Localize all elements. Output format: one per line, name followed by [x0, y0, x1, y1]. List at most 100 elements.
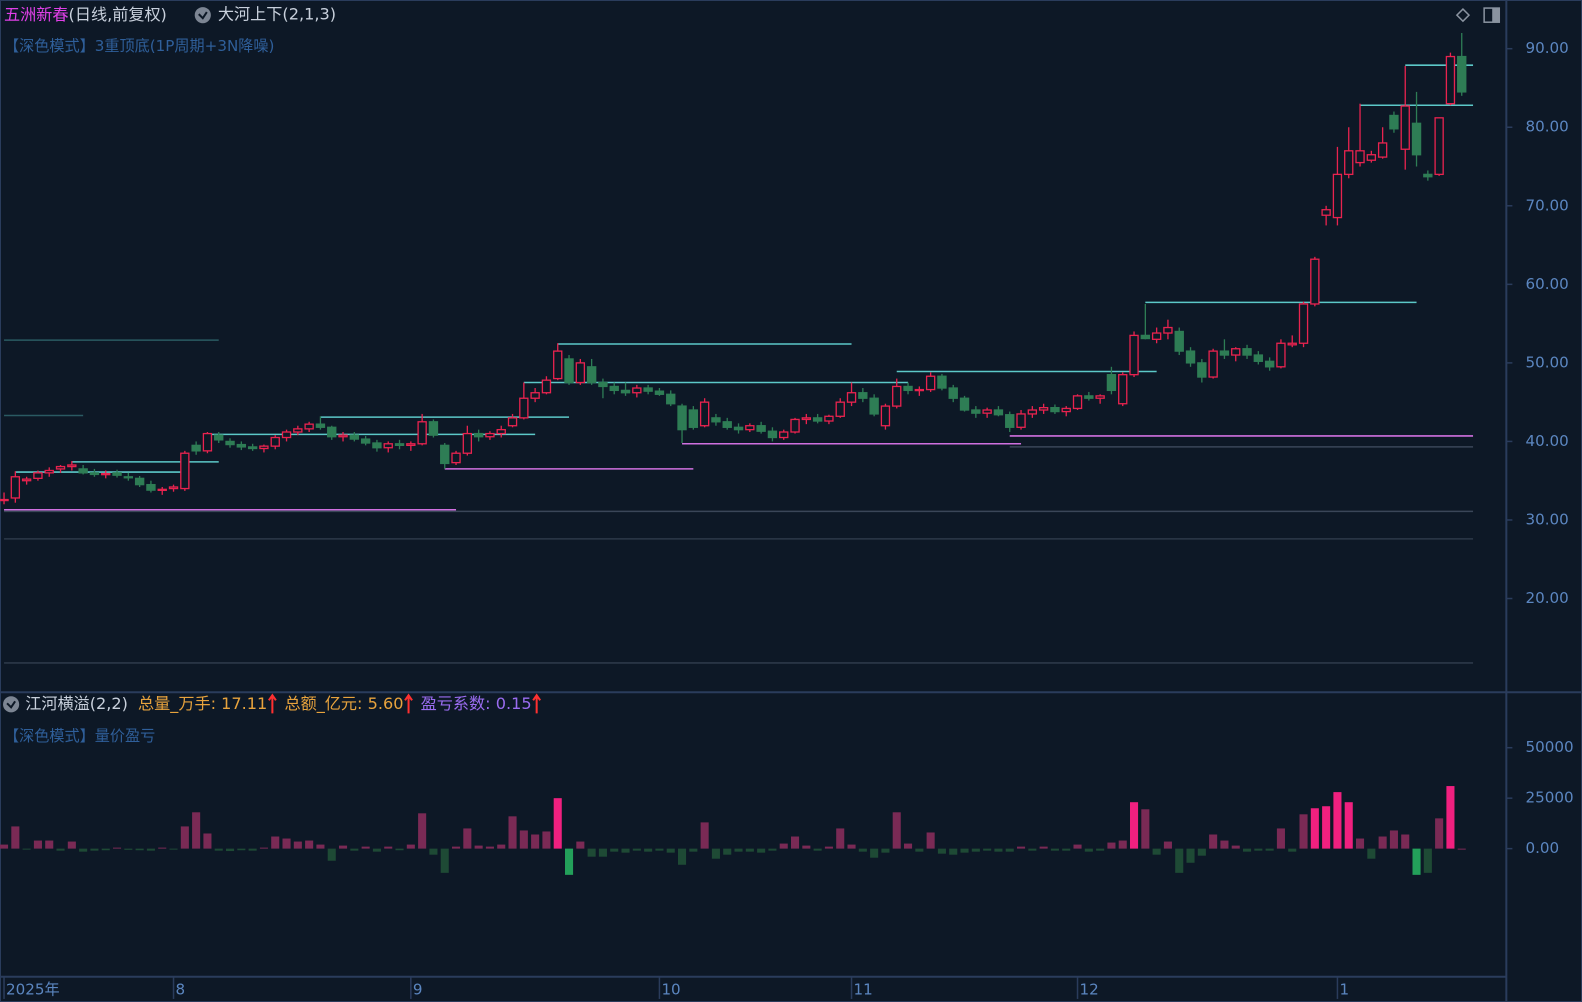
stat-arrow — [532, 693, 542, 714]
toggle-icon[interactable] — [194, 7, 211, 24]
x-tick-label: 1 — [1339, 980, 1349, 998]
volume-bar — [745, 848, 754, 852]
candle-body — [1355, 150, 1365, 164]
candle-body — [225, 440, 235, 446]
volume-bar — [971, 848, 980, 852]
candle-body — [123, 476, 134, 479]
volume-bar — [1367, 848, 1376, 859]
candle-body — [1344, 150, 1354, 176]
candle-body — [146, 483, 156, 491]
volume-bar — [350, 848, 359, 851]
candle-body — [1321, 209, 1331, 216]
volume-bar — [497, 844, 506, 849]
volume-bar — [598, 848, 607, 857]
candle-body — [699, 401, 710, 427]
volume-bar — [11, 826, 20, 849]
period: (日线,前复权) — [69, 5, 167, 24]
x-tick-label: 9 — [413, 980, 423, 998]
candle-body — [1310, 258, 1320, 305]
y-tick-label: 40.00 — [1526, 432, 1569, 450]
volume-bar — [768, 848, 777, 851]
volume-bar — [508, 816, 517, 849]
volume-bar — [22, 848, 31, 850]
volume-bar — [870, 848, 879, 858]
stat-text: 总额_亿元: 5.60 — [284, 694, 403, 714]
candle-body — [440, 444, 450, 465]
candle-body — [473, 432, 484, 438]
candle-body — [134, 477, 145, 486]
volume-bar — [1446, 786, 1455, 849]
volume-bar — [1412, 848, 1421, 875]
y-tick-label: 90.00 — [1526, 39, 1569, 57]
y-tick-label: 50000 — [1526, 738, 1574, 756]
candle-body — [406, 443, 416, 447]
toggle-icon[interactable] — [3, 696, 20, 713]
volume-bar — [519, 830, 528, 849]
x-tick-label: 2025年 — [6, 980, 60, 998]
candle-body — [1298, 303, 1309, 344]
candle-body — [892, 385, 902, 407]
volume-bar — [282, 838, 291, 849]
volume-bar — [361, 846, 370, 849]
volume-bar — [440, 848, 449, 873]
candle-body — [1163, 326, 1173, 334]
volume-bar — [1073, 844, 1082, 849]
volume-bar — [135, 848, 144, 851]
candle-body — [948, 387, 958, 399]
candle-body — [779, 431, 789, 439]
candle-body — [925, 375, 936, 391]
candle-body — [1231, 348, 1241, 356]
candle-body — [1332, 173, 1343, 219]
candle-body — [1106, 374, 1117, 392]
candle-body — [1377, 142, 1388, 158]
volume-bar — [226, 848, 235, 852]
volume-bar — [79, 848, 88, 852]
volume-bar — [1028, 848, 1037, 851]
volume-bar — [1254, 848, 1263, 851]
sub-indicator-name: 江河横溢(2,2) — [25, 694, 128, 713]
candle-body — [519, 397, 529, 419]
volume-bar — [1401, 834, 1410, 849]
candle-body — [372, 442, 382, 449]
volume-bar — [485, 846, 494, 849]
candle-body — [801, 417, 812, 421]
candle-body — [654, 390, 665, 395]
candle-body — [360, 438, 371, 444]
volume-bar — [802, 845, 811, 849]
candle-body — [485, 432, 495, 438]
volume-bar — [1209, 834, 1218, 849]
volume-bar — [248, 848, 257, 851]
volume-bar — [531, 834, 540, 849]
volume-bar — [113, 847, 122, 849]
plot: 90.0080.0070.0060.0050.0040.0030.0020.00… — [0, 32, 1574, 999]
volume-bar — [56, 848, 65, 851]
volume-bar — [813, 848, 822, 851]
candle-body — [1219, 350, 1230, 356]
candle-body — [33, 472, 43, 480]
candle-body — [89, 472, 100, 476]
candle-body — [202, 432, 213, 452]
volume-bar — [994, 848, 1003, 852]
stock-name: 五洲新春 — [4, 5, 68, 24]
y-tick-label: 0.00 — [1526, 839, 1560, 857]
candle-body — [722, 421, 732, 428]
chart-header: 五洲新春(日线,前复权) — [4, 5, 167, 24]
candle-body — [1016, 413, 1026, 428]
volume-bar — [0, 844, 9, 849]
volume-bar — [1322, 806, 1331, 849]
candle-body — [1264, 360, 1275, 368]
volume-bar — [158, 847, 167, 849]
candle-body — [1287, 342, 1297, 346]
y-tick-label: 20.00 — [1526, 589, 1569, 607]
volume-bar — [1084, 848, 1093, 852]
volume-bar — [847, 844, 856, 849]
volume-bar — [779, 843, 788, 849]
draw-icon[interactable] — [1455, 8, 1471, 23]
volume-bar — [372, 848, 381, 852]
candle-body — [982, 409, 992, 414]
candle-body — [1253, 354, 1264, 362]
y-tick-label: 70.00 — [1526, 196, 1569, 214]
volume-bar — [406, 844, 415, 849]
candle-body — [327, 426, 337, 438]
candle-body — [586, 366, 597, 384]
